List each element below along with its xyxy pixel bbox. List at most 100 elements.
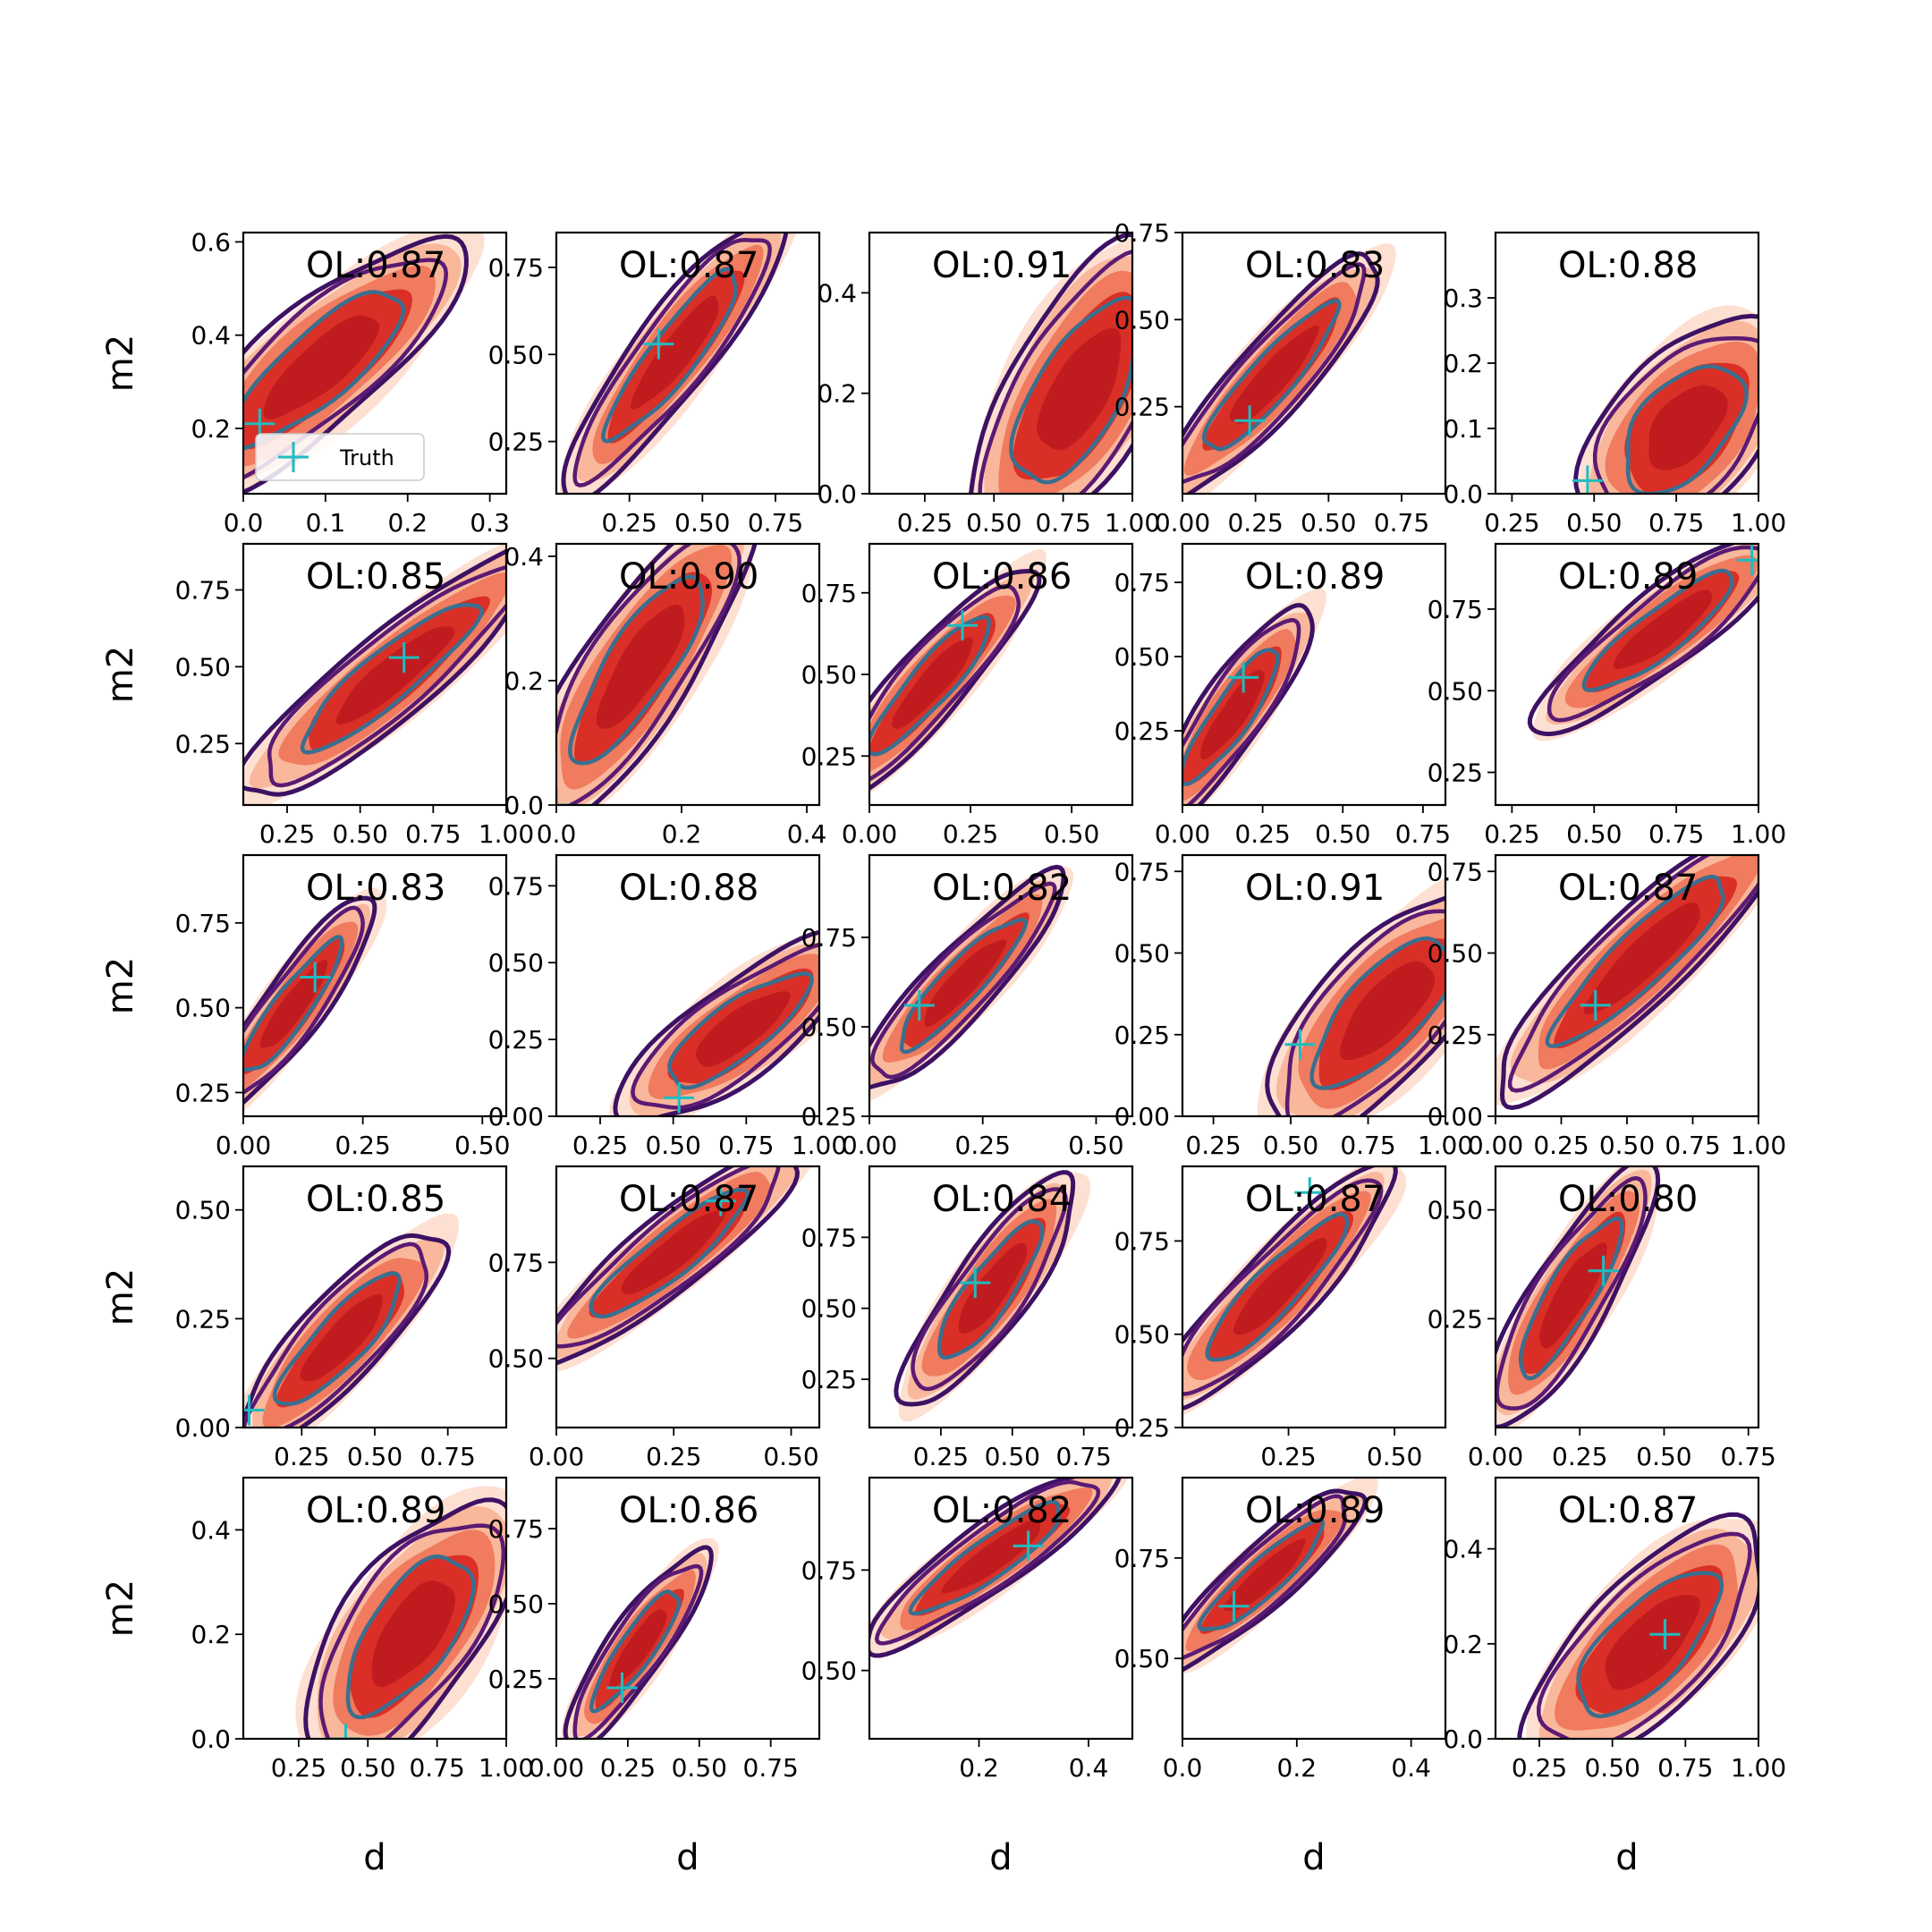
density-fill-level-5 — [892, 637, 973, 729]
y-tick-label: 0.75 — [1114, 1226, 1170, 1256]
x-axis-label: d — [1302, 1837, 1325, 1878]
y-tick-label: 0.4 — [191, 1515, 231, 1545]
axes-frame — [868, 231, 1134, 496]
plot-area — [243, 1213, 459, 1428]
x-tick-label: 0.75 — [1648, 819, 1704, 849]
contour-mid-line — [1496, 1175, 1648, 1411]
panel-r4-c3: 0.0 0.2 0.4 0.50 0.75 OL:0.89 — [1114, 1476, 1447, 1783]
contour-mid-line — [318, 1523, 506, 1739]
y-axis-label: m2 — [100, 646, 141, 703]
y-tick-label: 0.2 — [817, 379, 857, 409]
x-tick-label: 0.00 — [1468, 1131, 1523, 1160]
x-tick-label: 0.25 — [1533, 1131, 1589, 1160]
contour-mid-line — [243, 905, 365, 1096]
y-tick-label: 0.0 — [817, 479, 857, 509]
y-tick-label: 0.00 — [1114, 1102, 1170, 1131]
x-tick-label: 0.25 — [955, 1131, 1011, 1160]
y-tick-label: 0.4 — [1443, 1535, 1483, 1564]
plot-area — [968, 233, 1132, 494]
contour-mid-line — [1537, 1531, 1752, 1739]
x-tick-label: 1.00 — [1731, 508, 1786, 538]
axes-frame — [242, 853, 508, 1118]
y-tick-label: 0.50 — [1114, 1644, 1170, 1674]
x-axis-label: d — [1615, 1837, 1638, 1878]
contour-mid-line — [1182, 262, 1367, 485]
density-fill-level-5 — [335, 626, 455, 725]
density-fill-level-5 — [695, 991, 791, 1067]
x-tick-label: 0.25 — [943, 819, 998, 849]
axes-frame — [1181, 1476, 1447, 1741]
plot-area — [894, 1170, 1091, 1422]
truth-marker — [1572, 465, 1603, 494]
contour-outer-line — [556, 544, 758, 805]
x-tick-label: 0.25 — [1484, 508, 1539, 538]
contour-inner-line — [667, 971, 814, 1090]
axes-frame — [868, 853, 1134, 1118]
density-fill-level-5 — [1233, 1237, 1327, 1335]
density-fill-level-5 — [1605, 1595, 1700, 1690]
x-tick-label: 0.0 — [537, 819, 577, 849]
overlap-label: OL:0.87 — [1558, 1490, 1698, 1531]
y-axis-label: m2 — [100, 335, 141, 392]
y-tick-label: 0.25 — [1428, 1021, 1483, 1050]
contour-inner-line — [1545, 874, 1725, 1048]
truth-marker — [1736, 545, 1758, 576]
y-tick-label: 0.25 — [1428, 1304, 1483, 1334]
x-tick-label: 0.75 — [743, 1753, 799, 1783]
y-tick-label: 0.50 — [175, 1196, 231, 1225]
x-tick-label: 0.50 — [645, 1131, 700, 1160]
y-tick-label: 0.2 — [1443, 1630, 1483, 1659]
contour-mid-line — [631, 942, 819, 1110]
y-tick-label: 0.4 — [191, 321, 231, 351]
overlap-label: OL:0.80 — [1558, 1179, 1698, 1220]
truth-marker — [705, 1185, 736, 1216]
truth-marker — [1588, 1255, 1619, 1286]
y-tick-label: 0.0 — [1443, 1724, 1483, 1754]
panel-r1-c2: 0.00 0.25 0.50 0.25 0.50 0.75 OL:0.86 — [801, 542, 1134, 849]
y-tick-label: 0.2 — [191, 1620, 231, 1649]
plot-area — [869, 1478, 1129, 1658]
x-tick-label: 0.25 — [1227, 508, 1283, 538]
y-tick-label: 0.3 — [1443, 284, 1483, 313]
y-tick-label: 0.75 — [488, 1248, 544, 1277]
y-tick-label: 0.0 — [191, 1724, 231, 1754]
y-tick-label: 0.25 — [1114, 1021, 1170, 1050]
x-tick-label: 0.4 — [787, 819, 827, 849]
legend-box — [255, 433, 425, 481]
density-fill-level-5 — [1583, 902, 1700, 1015]
y-tick-label: 0.25 — [175, 729, 231, 758]
contour-inner-line — [1518, 1216, 1624, 1381]
density-fill-level-5 — [1339, 961, 1436, 1061]
y-tick-label: 0.25 — [488, 428, 544, 457]
x-tick-label: 0.00 — [842, 819, 897, 849]
x-tick-label: 0.3 — [470, 508, 510, 538]
x-tick-label: 0.25 — [1512, 1753, 1567, 1783]
overlap-label: OL:0.88 — [1558, 245, 1698, 286]
contour-inner-line — [1197, 1518, 1326, 1631]
panel-r0-c0: 0.0 0.1 0.2 0.3 0.2 0.4 0.6 OL:0.87 Truth — [191, 227, 510, 538]
axes-frame — [555, 853, 821, 1118]
x-tick-label: 0.25 — [274, 1442, 329, 1471]
axes-frame — [1181, 542, 1447, 807]
x-tick-label: 0.25 — [897, 508, 953, 538]
y-tick-label: 0.25 — [488, 1025, 544, 1055]
density-fill-level-5 — [1613, 589, 1713, 670]
panel-r3-c2: 0.25 0.50 0.75 0.25 0.50 0.75 OL:0.84 — [801, 1165, 1134, 1471]
x-tick-label: 0.50 — [985, 1442, 1040, 1471]
truth-marker — [1013, 1530, 1044, 1562]
y-tick-label: 0.25 — [801, 1365, 857, 1394]
panel-r3-c1: 0.00 0.25 0.50 0.50 0.75 OL:0.87 — [488, 1165, 821, 1471]
plot-area — [561, 1538, 719, 1739]
x-tick-label: 0.00 — [1155, 819, 1210, 849]
y-tick-label: 0.50 — [488, 340, 544, 369]
x-tick-label: 0.50 — [347, 1442, 402, 1471]
y-tick-label: 0.75 — [1114, 1544, 1170, 1573]
plot-area — [869, 548, 1047, 793]
y-tick-label: 0.2 — [191, 414, 231, 444]
contour-inner-line — [243, 935, 344, 1072]
density-fill-level-5 — [941, 1519, 1040, 1594]
y-tick-label: 0.50 — [488, 948, 544, 978]
density-fill-level-5 — [259, 959, 327, 1048]
x-tick-label: 1.00 — [792, 1131, 847, 1160]
